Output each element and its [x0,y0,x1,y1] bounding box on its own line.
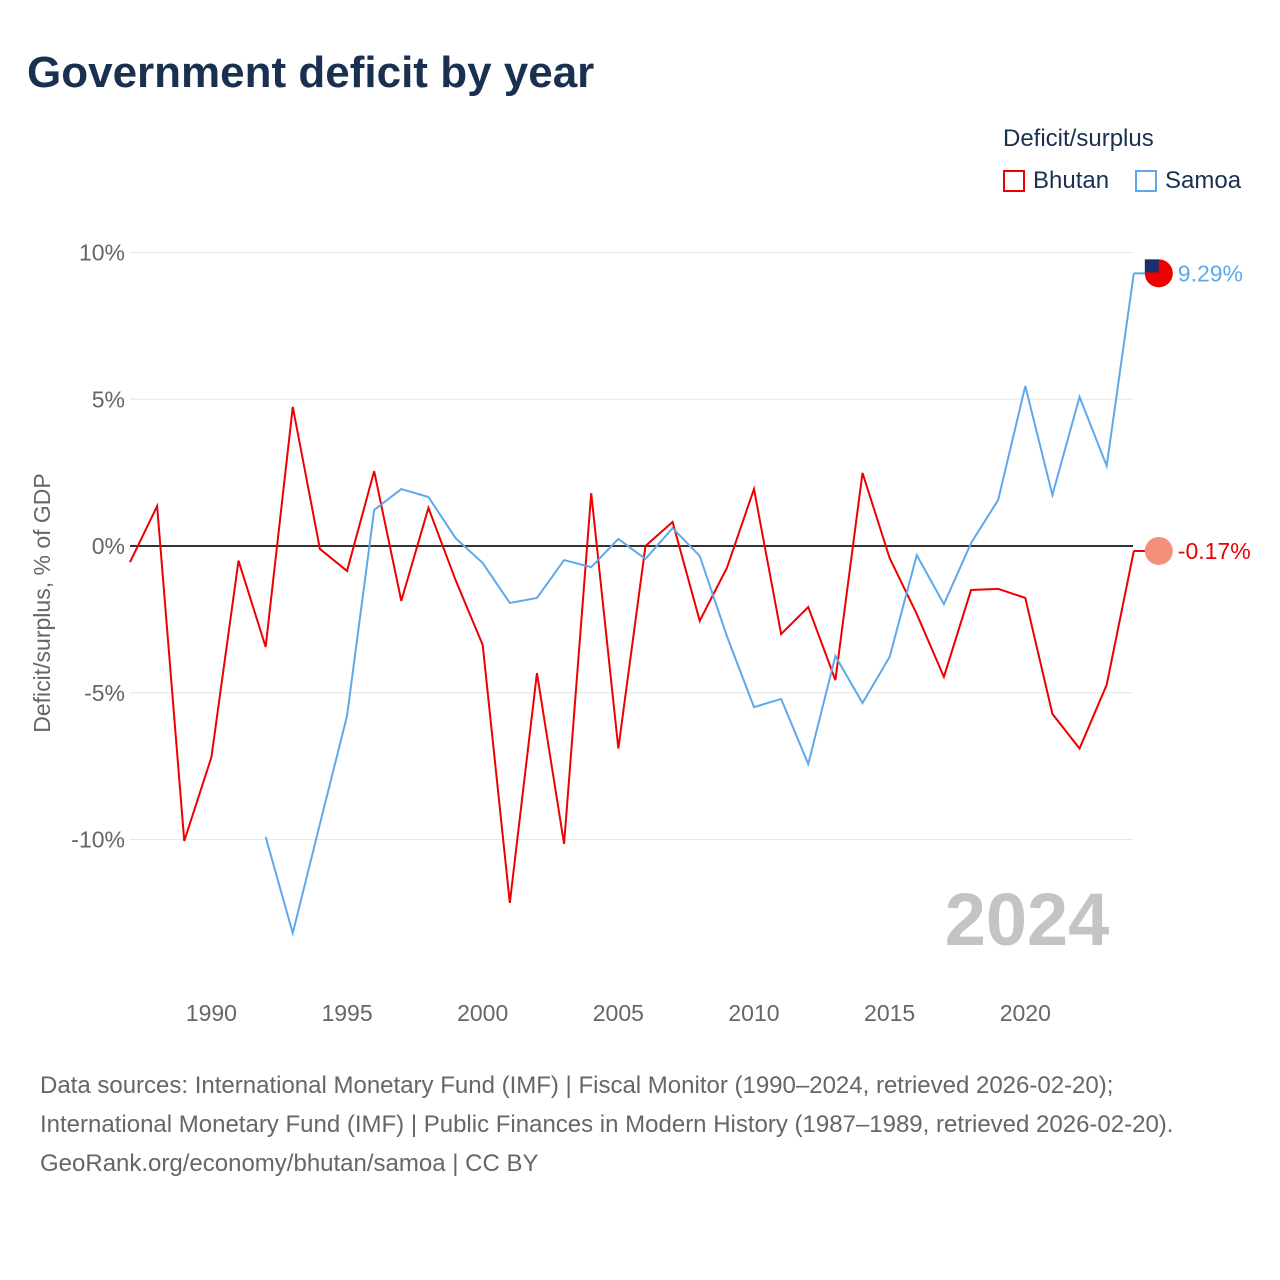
legend-item-bhutan[interactable]: Bhutan [1003,167,1109,195]
source-link[interactable]: GeoRank.org/economy/bhutan/samoa | CC BY [40,1150,539,1177]
end-value-label: 9.29% [1178,260,1243,286]
legend-label: Bhutan [1033,167,1110,194]
legend-label: Samoa [1165,167,1242,194]
legend-swatch [1003,170,1025,192]
y-axis-label: Deficit/surplus, % of GDP [29,473,55,732]
y-tick-label: 10% [79,240,125,266]
chart-title: Government deficit by year [27,48,595,97]
x-tick-label: 1990 [186,1000,237,1026]
series-line-bhutan [129,406,1135,904]
flag-canton [1144,259,1159,273]
legend-swatch [1135,170,1157,192]
legend-item-samoa[interactable]: Samoa [1135,167,1241,195]
x-tick-label: 2020 [1000,1000,1051,1026]
data-sources: Data sources: International Monetary Fun… [40,1072,1174,1138]
line-chart: 2024 10% 5% 0% -5% -10% 1990 1995 2000 2005 2010 2… [29,240,1251,1027]
legend-title: Deficit/surplus [1003,125,1154,152]
footer: Data sources: International Monetary Fun… [40,1066,1240,1183]
y-tick-label: 0% [92,533,125,559]
y-tick-label: -5% [84,680,125,706]
y-tick-label: 5% [92,386,125,412]
x-tick-label: 2010 [728,1000,779,1026]
end-value-label: -0.17% [1178,538,1251,564]
x-tick-label: 1995 [321,1000,372,1026]
bhutan-flag-icon [1144,536,1173,565]
x-tick-label: 2005 [593,1000,644,1026]
series-line-samoa [264,273,1135,938]
year-watermark: 2024 [945,878,1110,961]
y-tick-label: -10% [71,827,125,853]
x-tick-label: 2015 [864,1000,915,1026]
x-tick-label: 2000 [457,1000,508,1026]
